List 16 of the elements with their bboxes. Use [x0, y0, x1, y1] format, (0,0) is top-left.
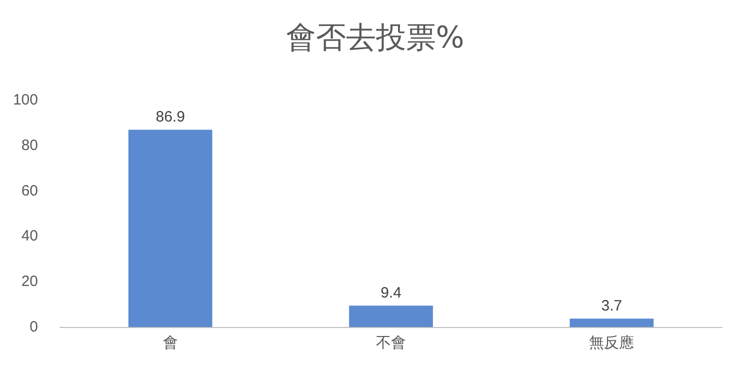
- data-label: 9.4: [380, 284, 402, 302]
- bar: [570, 318, 654, 327]
- bar: [128, 130, 212, 327]
- y-tick-label: 40: [21, 228, 38, 245]
- data-label: 86.9: [156, 108, 185, 126]
- y-tick-label: 80: [21, 136, 38, 154]
- y-tick-label: 0: [30, 318, 38, 336]
- x-tick-label: 會: [162, 334, 178, 352]
- y-tick-label: 20: [21, 273, 38, 290]
- chart-title: 會否去投票%: [286, 20, 464, 56]
- x-tick-label: 無反應: [589, 334, 634, 352]
- bar: [349, 306, 433, 327]
- y-tick-label: 60: [21, 182, 38, 200]
- x-tick-label: 不會: [376, 334, 406, 352]
- data-label: 3.7: [601, 298, 622, 315]
- y-tick-label: 100: [12, 92, 38, 108]
